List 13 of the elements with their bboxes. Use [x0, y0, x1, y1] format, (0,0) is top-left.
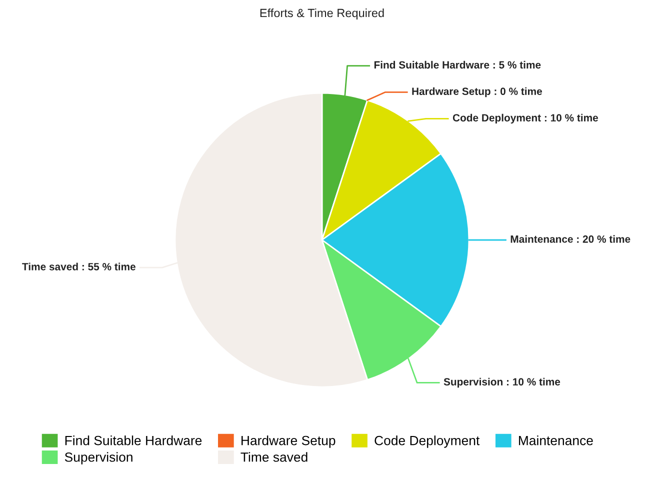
- legend-label: Supervision: [64, 452, 132, 464]
- data-label: Maintenance : 20 % time: [510, 235, 630, 243]
- chart-title: Efforts & Time Required: [260, 8, 384, 20]
- legend-label: Hardware Setup: [242, 436, 336, 448]
- data-label: Supervision : 10 % time: [444, 378, 560, 388]
- legend-label: Time saved: [240, 452, 308, 462]
- legend-label: Maintenance: [518, 436, 593, 446]
- data-label: Code Deployment : 10 % time: [452, 114, 598, 124]
- text: Hardware Setup : 0 % time: [412, 87, 542, 98]
- legend-label: Code Deployment: [374, 436, 480, 448]
- data-label: Time saved : 55 % time: [22, 262, 136, 270]
- data-label: Find Suitable Hardware : 5 % time: [374, 60, 541, 69]
- legend-label: Find Suitable Hardware: [65, 436, 202, 446]
